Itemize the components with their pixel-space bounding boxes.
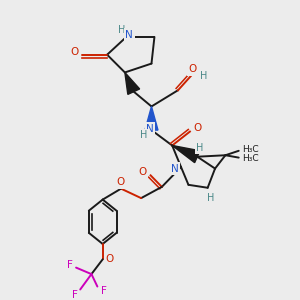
Text: F: F [67, 260, 73, 270]
Polygon shape [145, 106, 158, 130]
Text: O: O [138, 167, 146, 177]
Text: N: N [125, 30, 133, 40]
Text: H: H [118, 25, 126, 34]
Text: F: F [101, 286, 107, 296]
Text: N: N [146, 124, 154, 134]
Text: H₃C: H₃C [242, 146, 258, 154]
Text: F: F [72, 290, 78, 300]
Text: O: O [70, 47, 79, 57]
Polygon shape [172, 146, 200, 163]
Text: H: H [207, 193, 214, 203]
Text: H: H [200, 71, 208, 81]
Text: H: H [140, 130, 147, 140]
Text: N: N [171, 164, 178, 173]
Text: H: H [196, 143, 203, 153]
Text: O: O [116, 177, 124, 187]
Text: H₃C: H₃C [242, 154, 258, 163]
Text: O: O [189, 64, 197, 74]
Text: O: O [193, 123, 201, 133]
Polygon shape [125, 72, 140, 94]
Text: O: O [105, 254, 113, 264]
